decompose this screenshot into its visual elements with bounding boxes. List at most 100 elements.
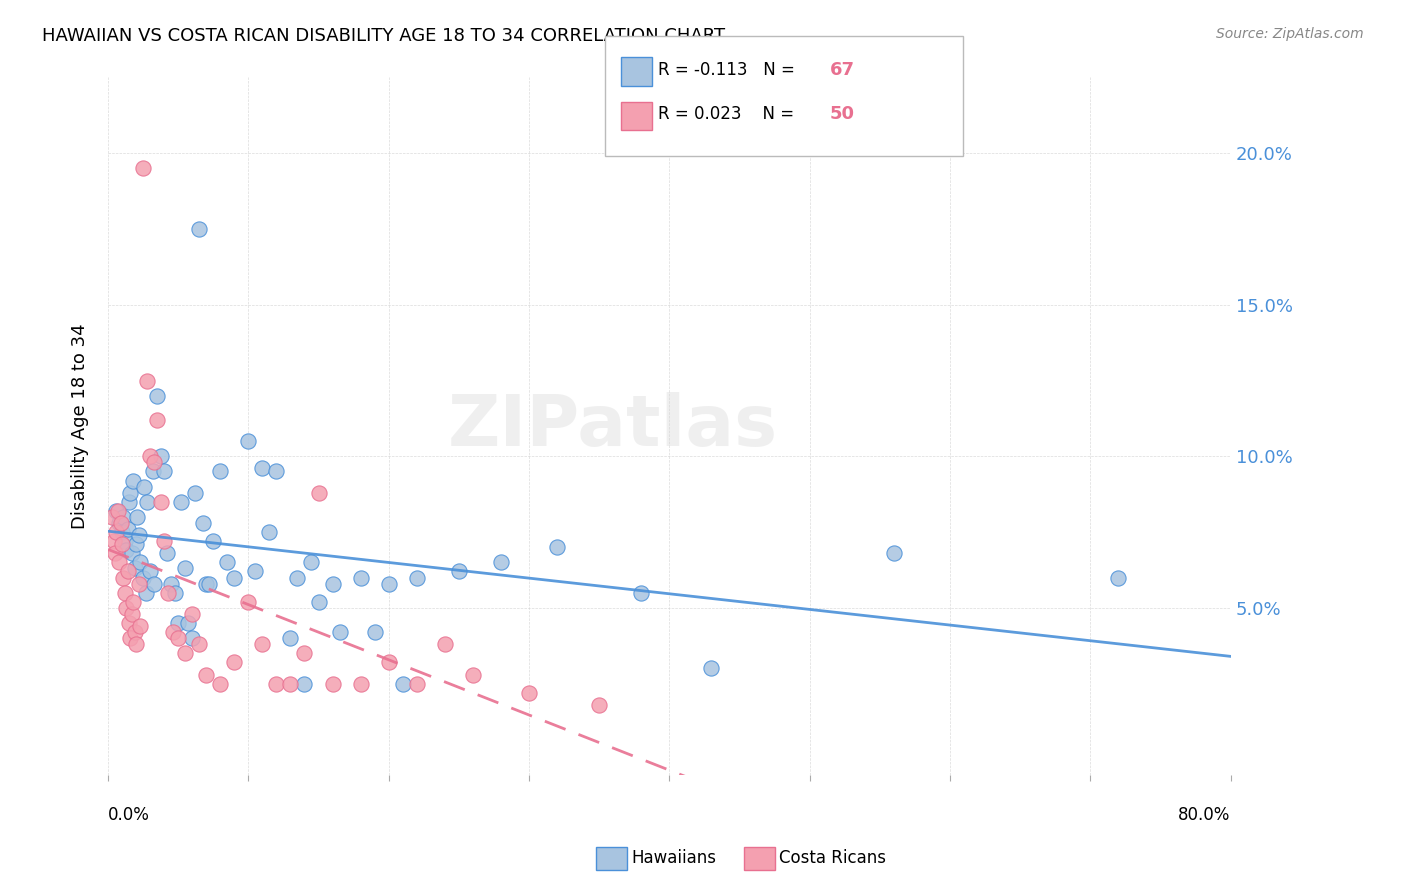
Point [134,480,156,494]
Text: Costa Ricans: Costa Ricans [779,849,886,867]
Point [139,450,162,464]
Point [259,525,281,540]
Point [308,595,330,609]
Point [129,619,152,633]
Point [177,615,200,630]
Text: Hawaiians: Hawaiians [631,849,716,867]
Point [238,595,260,609]
Point [153,534,176,549]
Point [1107,570,1129,584]
Point [165,585,187,599]
Point [125,637,148,651]
Point [146,389,169,403]
Point [193,516,215,530]
Point [363,625,385,640]
Point [188,222,211,236]
Point [217,555,239,569]
Point [167,631,190,645]
Point [108,555,131,569]
Point [114,585,136,599]
Point [433,637,456,651]
Point [105,525,128,540]
Point [104,546,127,560]
Point [143,576,166,591]
Point [245,565,267,579]
Point [162,625,184,640]
Text: R = 0.023    N =: R = 0.023 N = [658,105,800,123]
Point [118,615,141,630]
Point [308,485,330,500]
Point [198,576,221,591]
Point [157,585,180,599]
Point [112,570,135,584]
Point [111,537,134,551]
Point [294,646,316,660]
Point [209,465,232,479]
Point [517,686,540,700]
Point [174,561,197,575]
Point [129,555,152,569]
Point [132,570,155,584]
Point [117,522,139,536]
Point [114,534,136,549]
Point [700,661,723,675]
Point [391,676,413,690]
Point [546,541,568,555]
Point [238,434,260,449]
Point [188,637,211,651]
Point [111,525,134,540]
Point [142,465,165,479]
Point [461,667,484,681]
Point [153,465,176,479]
Point [883,546,905,560]
Point [128,528,150,542]
Text: 67: 67 [830,61,855,78]
Point [377,656,399,670]
Point [287,570,309,584]
Point [136,495,159,509]
Point [181,631,204,645]
Point [301,555,323,569]
Point [489,555,512,569]
Point [195,576,218,591]
Point [124,561,146,575]
Point [405,676,427,690]
Point [322,676,344,690]
Text: 50: 50 [830,105,855,123]
Point [447,565,470,579]
Point [108,516,131,530]
Point [588,698,610,712]
Point [103,534,125,549]
Point [160,576,183,591]
Point [146,413,169,427]
Point [136,374,159,388]
Y-axis label: Disability Age 18 to 34: Disability Age 18 to 34 [72,323,89,529]
Text: ZIPatlas: ZIPatlas [449,392,779,460]
Point [209,676,232,690]
Point [121,546,143,560]
Point [122,474,145,488]
Point [115,600,138,615]
Point [124,625,146,640]
Point [280,631,302,645]
Point [322,576,344,591]
Text: R = -0.113   N =: R = -0.113 N = [658,61,800,78]
Point [266,676,288,690]
Point [266,465,288,479]
Point [329,625,352,640]
Point [121,607,143,621]
Point [150,495,173,509]
Point [127,510,149,524]
Point [224,570,246,584]
Point [120,485,142,500]
Text: HAWAIIAN VS COSTA RICAN DISABILITY AGE 18 TO 34 CORRELATION CHART: HAWAIIAN VS COSTA RICAN DISABILITY AGE 1… [42,27,725,45]
Point [280,676,302,690]
Point [107,504,129,518]
Point [202,534,225,549]
Point [112,510,135,524]
Point [156,546,179,560]
Point [120,631,142,645]
Point [184,485,207,500]
Point [118,495,141,509]
Point [167,615,190,630]
